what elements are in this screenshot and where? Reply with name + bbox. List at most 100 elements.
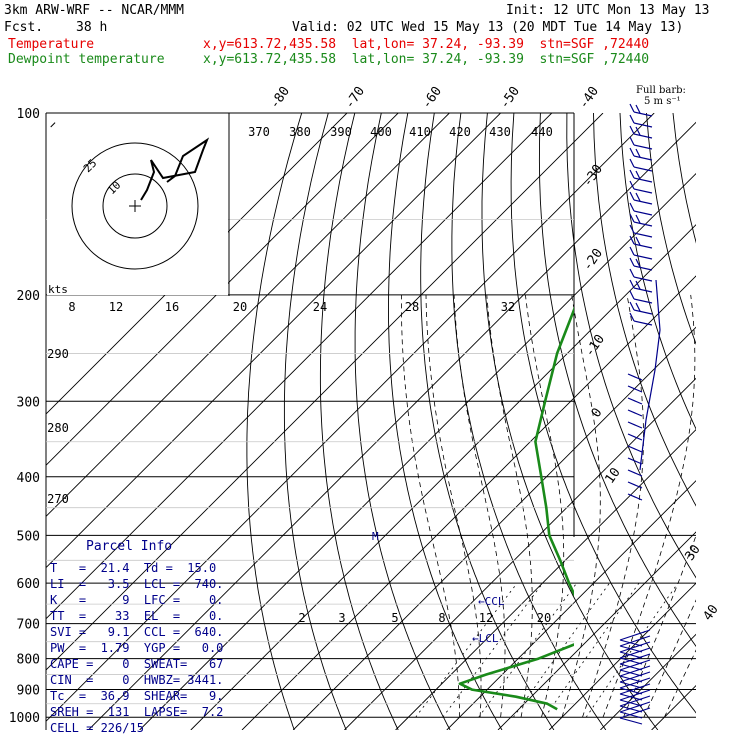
parcel-row: Tc = 36.9 SHEAR= 9. xyxy=(50,689,224,703)
wind-barb xyxy=(635,280,641,290)
wind-barb xyxy=(633,265,653,271)
mixing-ratio-label: 8 xyxy=(438,611,445,625)
dry-adiabat-label: 280 xyxy=(47,421,69,435)
hodograph-ring xyxy=(102,173,168,239)
pressure-tick-label: 100 xyxy=(17,107,40,122)
wind-barb xyxy=(627,481,643,489)
wind-barb xyxy=(629,235,635,245)
wind-barb xyxy=(633,221,653,227)
dry-adiabat xyxy=(700,113,740,730)
wind-barb xyxy=(619,675,643,683)
wind-barb xyxy=(629,180,635,190)
mixing-ratio-label: 8 xyxy=(68,300,75,314)
dry-adiabat xyxy=(481,113,659,730)
wind-barb xyxy=(619,681,643,689)
dewpoint-series xyxy=(458,306,574,711)
wind-barb xyxy=(635,126,641,136)
pressure-tick-label: 500 xyxy=(17,529,40,544)
ccl-marker: ←CCL xyxy=(478,595,505,608)
wind-barb xyxy=(629,158,635,168)
hodograph-ring xyxy=(71,142,199,270)
wind-barb xyxy=(629,103,635,113)
wind-barb-staff xyxy=(639,279,661,471)
parcel-info-title: Parcel Info xyxy=(86,539,173,554)
isotherm-label: -40 xyxy=(576,84,602,112)
wind-barb xyxy=(633,199,653,205)
isotherm-label: -20 xyxy=(580,246,606,274)
wind-barb xyxy=(635,302,641,312)
wind-barb xyxy=(635,258,641,268)
moist-adiabat xyxy=(453,294,506,718)
isotherm xyxy=(292,326,696,730)
wind-barb xyxy=(619,671,651,683)
wind-barb xyxy=(629,301,635,311)
isotherm xyxy=(446,480,696,730)
parcel-row: CAPE = 0 SWEAT= 67 xyxy=(50,657,224,671)
wind-barb xyxy=(619,707,651,719)
wind-barb xyxy=(633,122,653,128)
wind-barb xyxy=(633,111,653,117)
wind-barb xyxy=(629,312,635,322)
dry-adiabat xyxy=(354,113,451,730)
moist-adiabat xyxy=(486,294,533,718)
parcel-row: LI = 3.5 LCL = 740. xyxy=(50,577,224,591)
temperature-legend-info: x,y=613.72,435.58 lat,lon= 37.24, -93.39… xyxy=(203,37,650,52)
mixing-ratio-label: 20 xyxy=(537,611,551,625)
isotherm-label: -70 xyxy=(342,84,368,112)
forecast-label: Fcst. xyxy=(4,20,44,35)
pressure-tick-label: 400 xyxy=(17,471,40,486)
isotherm xyxy=(139,172,696,730)
theta-label: 380 xyxy=(289,125,311,139)
wind-barb xyxy=(619,629,651,641)
wind-barbs xyxy=(619,103,661,725)
moist-adiabat xyxy=(664,649,696,718)
dry-adiabat xyxy=(593,113,696,507)
wind-barb xyxy=(635,236,641,246)
wind-barb xyxy=(635,104,641,114)
wind-barb xyxy=(629,213,635,223)
hodograph-trace xyxy=(140,137,210,201)
pressure-tick-label: 600 xyxy=(17,577,40,592)
wind-barb xyxy=(619,639,643,647)
theta-label: 370 xyxy=(248,125,270,139)
isotherm-label: 40 xyxy=(700,602,721,623)
mixing-ratio-label: 3 xyxy=(338,611,345,625)
isotherm xyxy=(46,113,348,415)
isotherm xyxy=(241,275,696,730)
moist-adiabat xyxy=(643,599,696,718)
mixing-ratio-label: 28 xyxy=(405,300,419,314)
dewpoint-legend-label: Dewpoint temperature xyxy=(8,52,165,67)
pressure-tick-label: 300 xyxy=(17,395,40,410)
wind-barb xyxy=(627,385,643,393)
parcel-row: CELL = 226/15 xyxy=(50,721,144,735)
isotherm xyxy=(703,113,740,730)
moist-adiabat xyxy=(582,294,644,718)
wind-barb xyxy=(633,309,653,315)
wind-barb xyxy=(619,645,643,653)
pressure-tick-label: 800 xyxy=(17,653,40,668)
wind-barb xyxy=(627,433,643,441)
wind-barb xyxy=(619,711,643,719)
dry-adiabat xyxy=(510,113,696,714)
isotherm xyxy=(46,113,501,569)
moist-adiabat xyxy=(401,294,461,718)
dewpoint-legend-info: x,y=613.72,435.58 lat,lon= 37.24, -93.39… xyxy=(203,52,650,67)
wind-barb xyxy=(619,677,651,689)
wind-barb xyxy=(619,689,651,701)
isotherm-label: 30 xyxy=(682,542,703,563)
mixing-ratio-label: 16 xyxy=(165,300,179,314)
dry-adiabat xyxy=(283,113,347,730)
init-time: Init: 12 UTC Mon 13 May 13 xyxy=(506,3,710,18)
wind-barb xyxy=(629,268,635,278)
wind-barb xyxy=(629,202,635,212)
wind-barb xyxy=(619,695,651,707)
wind-barb xyxy=(633,298,653,304)
dry-adiabat-label: 270 xyxy=(47,492,69,506)
wind-barb xyxy=(633,177,653,183)
barb-legend-title: Full barb: xyxy=(636,85,686,96)
parcel-row: TT = 33 EL = 0. xyxy=(50,609,224,623)
isotherm-label: -80 xyxy=(267,84,293,112)
wind-barb xyxy=(629,191,635,201)
wind-barb xyxy=(619,699,643,707)
